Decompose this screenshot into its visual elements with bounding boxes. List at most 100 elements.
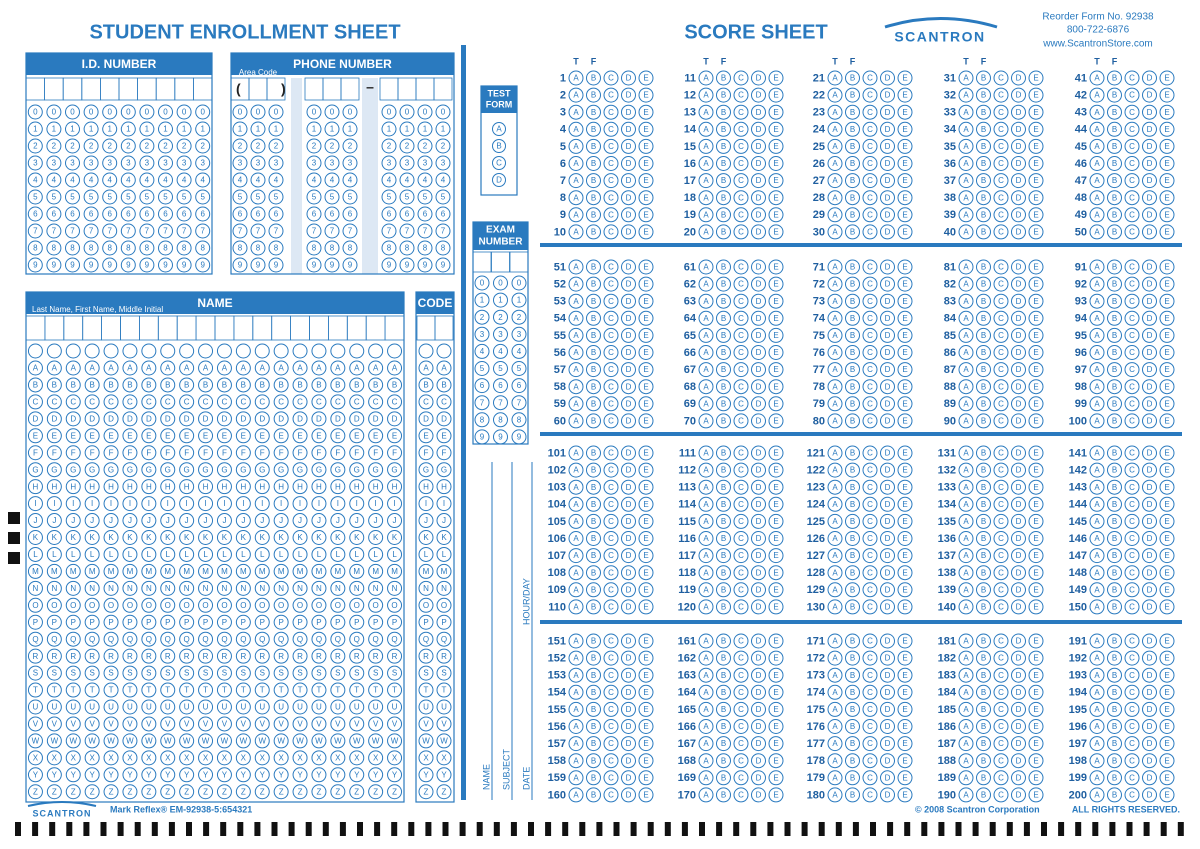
bubble-letter: D <box>1147 210 1153 219</box>
bubble-letter: A <box>335 364 341 373</box>
bubble-letter: C <box>998 739 1004 748</box>
bubble-letter: I <box>204 499 206 508</box>
bubble-letter: B <box>721 331 726 340</box>
bubble-letter: C <box>608 314 614 323</box>
bubble-letter: E <box>33 431 38 440</box>
bubble-letter: G <box>51 465 57 474</box>
bubble-letter: 8 <box>274 244 279 253</box>
tf-label: T <box>703 56 709 66</box>
bubble <box>158 223 173 239</box>
bubble-letter: E <box>1164 773 1169 782</box>
bubble-letter: B <box>721 773 726 782</box>
header-bar <box>26 292 404 314</box>
bubble-letter: W <box>240 737 248 746</box>
bubble-letter: A <box>832 517 838 526</box>
bubble-letter: E <box>52 431 57 440</box>
bubble <box>84 377 100 393</box>
bubble-letter: A <box>573 773 579 782</box>
bubble-letter: 0 <box>145 108 150 117</box>
bubble-letter: O <box>51 601 57 610</box>
bubble-letter: K <box>297 533 303 542</box>
bubble-letter: W <box>296 737 304 746</box>
timing-mark <box>66 822 73 836</box>
bubble-letter: W <box>221 737 229 746</box>
bubble-letter: N <box>423 584 429 593</box>
bubble-letter: M <box>316 567 323 576</box>
bubble-letter: 1 <box>423 125 428 134</box>
bubble-letter: E <box>165 431 170 440</box>
bubble-letter: O <box>240 601 246 610</box>
section-title: EXAM <box>486 225 515 236</box>
bubble-letter: A <box>573 193 579 202</box>
bubble-letter: 9 <box>163 261 168 270</box>
question-number: 27 <box>813 175 825 187</box>
question-number: 53 <box>554 296 566 308</box>
bubble-letter: C <box>738 756 744 765</box>
bubble-letter: E <box>902 228 907 237</box>
bubble <box>139 172 155 188</box>
bubble-letter: A <box>832 331 838 340</box>
bubble-letter: B <box>981 483 986 492</box>
area-code-label: Area Code <box>239 68 278 77</box>
bubble-letter: 0 <box>126 108 131 117</box>
bubble-letter: S <box>33 669 38 678</box>
bubble-letter: C <box>1129 159 1135 168</box>
bubble-letter: V <box>260 720 266 729</box>
question-number: 21 <box>813 72 825 84</box>
bubble-letter: B <box>316 381 321 390</box>
write-box <box>192 77 213 101</box>
bubble-letter: E <box>643 91 648 100</box>
bubble <box>381 121 397 137</box>
bubble-letter: 6 <box>274 210 279 219</box>
bubble-letter: D <box>1147 125 1153 134</box>
bubble-letter: B <box>721 142 726 151</box>
bubble-letter: A <box>573 382 579 391</box>
bubble-letter: B <box>850 263 855 272</box>
bubble-letter: K <box>441 533 447 542</box>
bubble-letter: R <box>184 652 190 661</box>
bubble-letter: Y <box>165 770 171 779</box>
bubble <box>232 121 248 137</box>
bubble-letter: R <box>278 652 284 661</box>
bubble-letter: 5 <box>423 193 428 202</box>
bubble-letter: F <box>222 448 227 457</box>
question-number: 196 <box>1069 721 1087 733</box>
bubble <box>65 614 81 630</box>
question-number: 152 <box>548 653 566 665</box>
bubble-letter: C <box>1129 91 1135 100</box>
bubble-letter: A <box>963 568 969 577</box>
bubble-letter: 7 <box>256 227 261 236</box>
bubble-letter: R <box>316 652 322 661</box>
bubble-letter: E <box>1033 722 1038 731</box>
bubble-letter: V <box>127 720 133 729</box>
bubble-letter: A <box>1094 382 1100 391</box>
bubble <box>103 631 119 647</box>
bubble-letter: B <box>591 466 596 475</box>
bubble-letter: 5 <box>70 193 75 202</box>
timing-mark <box>1143 822 1150 836</box>
bubble-letter: D <box>354 414 360 423</box>
bubble <box>103 411 119 427</box>
bubble-letter: S <box>184 669 189 678</box>
footer-brand: SCANTRON <box>33 808 92 818</box>
question-number: 83 <box>944 296 956 308</box>
timing-mark <box>955 822 962 836</box>
field-label: DATE <box>521 767 531 790</box>
bubble-letter: E <box>643 399 648 408</box>
bubble-letter: K <box>373 533 379 542</box>
bubble-letter: A <box>963 551 969 560</box>
bubble-letter: I <box>223 499 225 508</box>
bubble-letter: 1 <box>517 296 522 305</box>
bubble <box>27 172 43 188</box>
bubble <box>65 699 81 715</box>
bubble-letter: C <box>1129 449 1135 458</box>
bubble <box>27 479 43 495</box>
question-number: 126 <box>807 533 825 545</box>
bubble-letter: D <box>1147 585 1153 594</box>
bubble-letter: E <box>1033 210 1038 219</box>
bubble-letter: D <box>626 517 632 526</box>
bubble-letter: D <box>1016 125 1022 134</box>
bubble-letter: H <box>354 482 360 491</box>
bubble <box>342 121 358 137</box>
bubble-letter: B <box>850 280 855 289</box>
